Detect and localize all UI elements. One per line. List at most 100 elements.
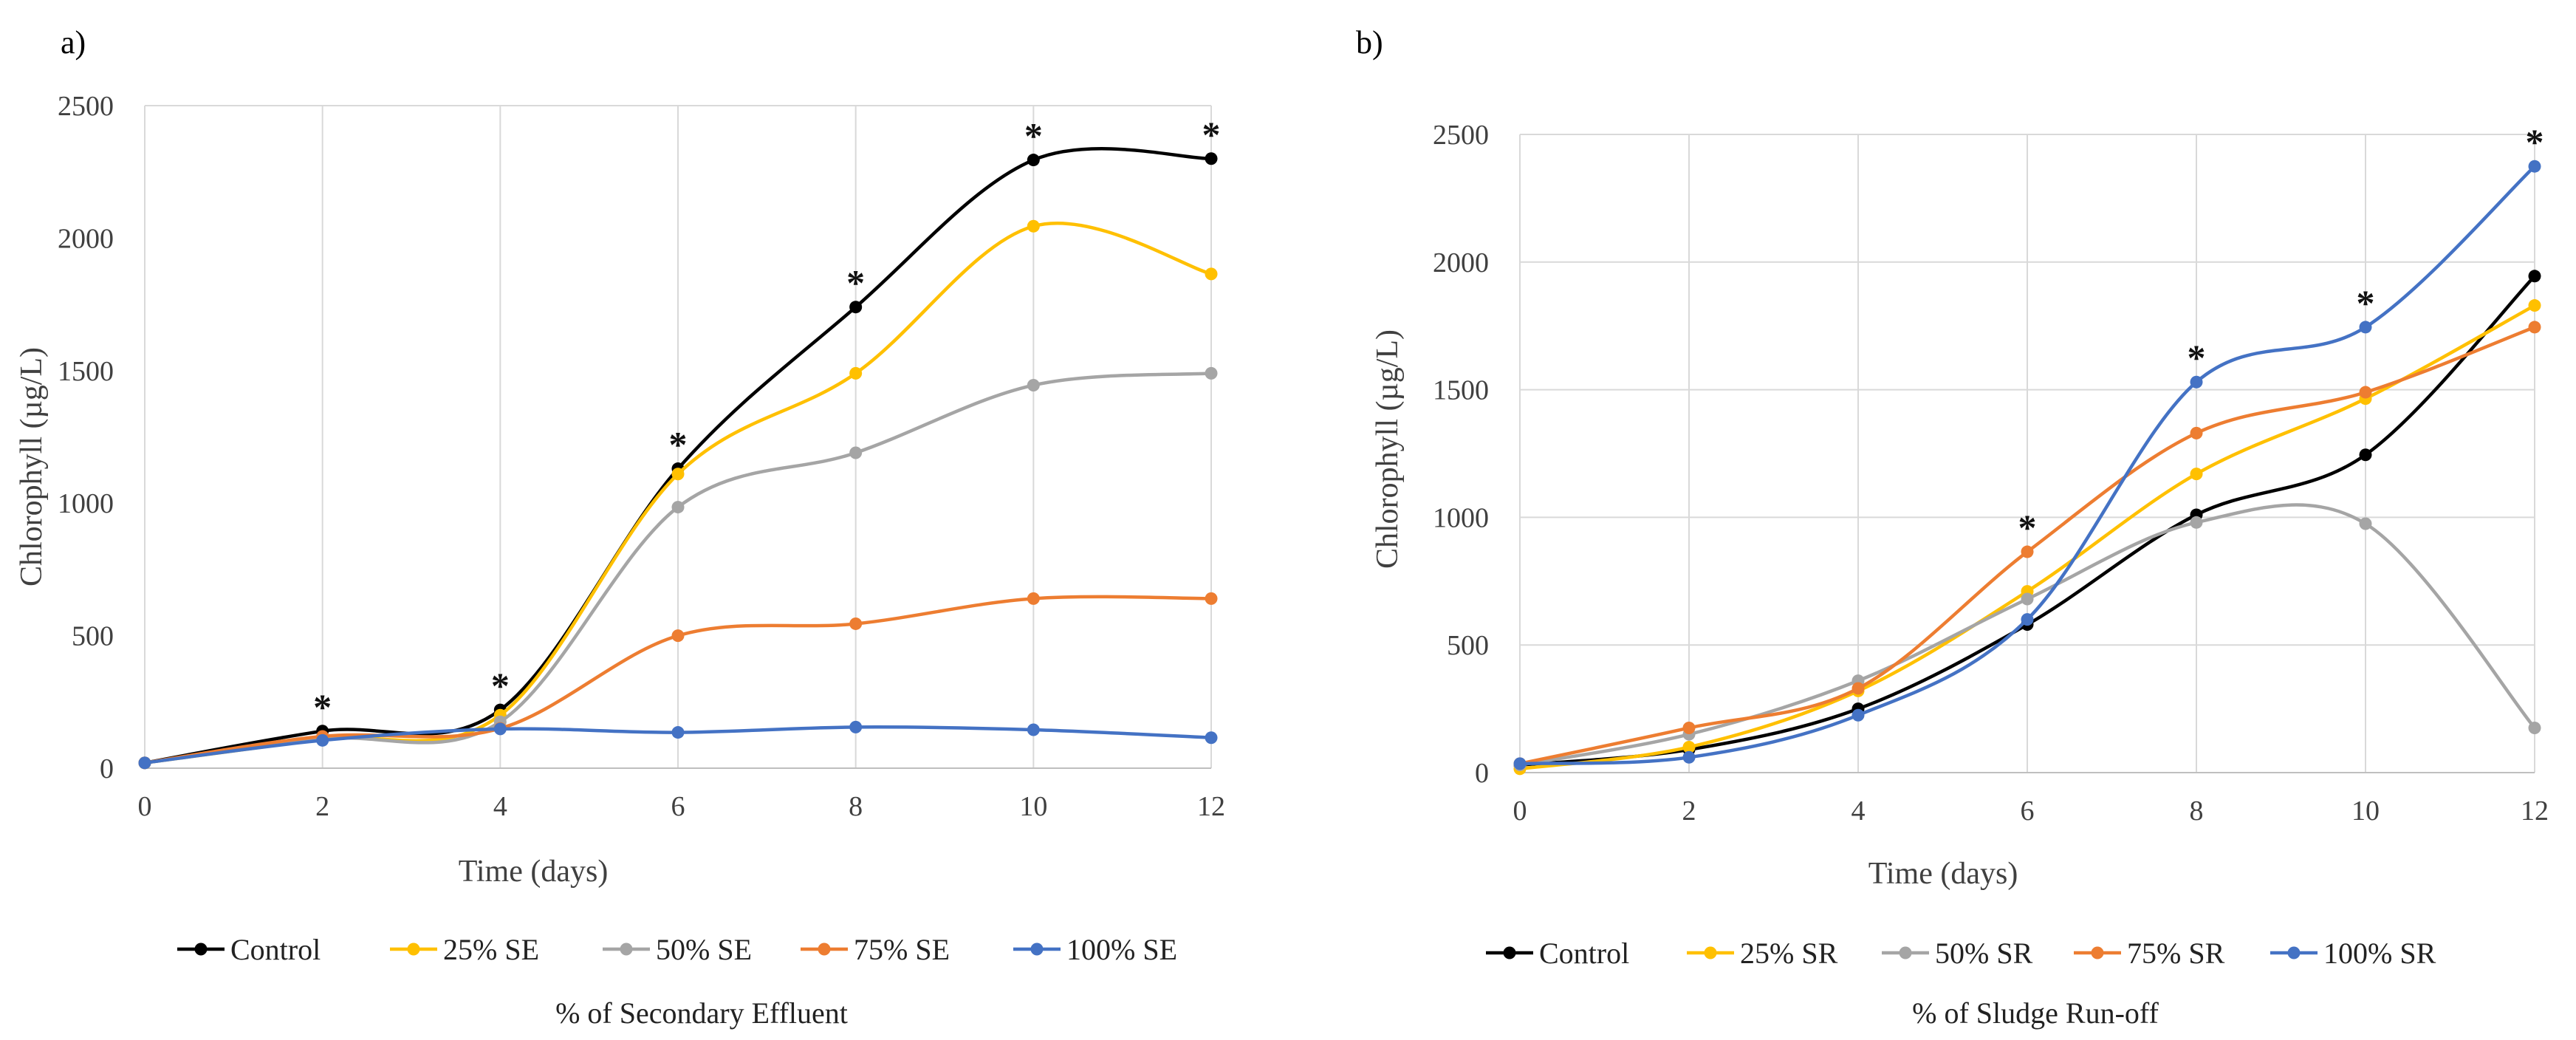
x-tick-label-b: 8 [2190, 796, 2204, 827]
legend-label-b-2: 50% SR [1935, 937, 2033, 970]
significance-star-a: * [1202, 114, 1221, 155]
y-ticks-b: 0 500 1000 1500 2000 2500 [1433, 120, 1489, 789]
series-a [138, 147, 1218, 770]
data-point-b-0 [2528, 270, 2541, 283]
data-point-a-4 [138, 756, 151, 770]
data-point-a-4 [316, 733, 329, 747]
caption-b: % of Sludge Run-off [1912, 996, 2159, 1030]
significance-star-a: * [669, 424, 688, 465]
data-point-b-4 [2190, 375, 2203, 389]
legend-b: Control 25% SR 50% SR 75% SR 100% SR [1486, 937, 2436, 970]
grid-a [144, 105, 1212, 769]
significance-star-a: * [313, 686, 332, 728]
y-tick-label-a: 2500 [58, 91, 114, 122]
data-point-b-4 [1513, 757, 1527, 770]
legend-label-a-3: 75% SE [854, 933, 950, 966]
data-point-b-3 [2528, 321, 2541, 334]
data-point-a-3 [1205, 592, 1218, 605]
legend-label-b-4: 100% SR [2323, 937, 2436, 970]
significance-star-a: * [1024, 115, 1043, 157]
legend-label-b-0: Control [1539, 937, 1629, 970]
y-tick-label-a: 0 [100, 753, 114, 784]
data-point-a-2 [1205, 366, 1218, 380]
x-tick-label-a: 8 [849, 791, 863, 822]
legend-item-b-1: 25% SR [1687, 937, 1838, 970]
legend-item-a-2: 50% SE [603, 933, 752, 966]
series-b [1513, 160, 2541, 776]
data-point-a-3 [671, 629, 685, 643]
significance-a: * * * * * * [313, 114, 1220, 728]
y-tick-label-b: 500 [1447, 630, 1489, 661]
legend-label-a-2: 50% SE [656, 933, 752, 966]
significance-star-a: * [846, 262, 865, 304]
legend-label-b-3: 75% SR [2127, 937, 2225, 970]
x-tick-label-b: 6 [2021, 796, 2035, 827]
legend-item-a-1: 25% SE [390, 933, 539, 966]
data-point-b-2 [2021, 592, 2034, 606]
data-point-b-4 [2359, 321, 2372, 334]
y-tick-label-b: 2000 [1433, 247, 1489, 278]
significance-star-b: * [2357, 282, 2375, 324]
x-tick-label-b: 12 [2521, 796, 2549, 827]
y-tick-label-b: 2500 [1433, 120, 1489, 151]
legend-item-b-4: 100% SR [2270, 937, 2436, 970]
x-ticks-b: 0 2 4 6 8 10 12 [1513, 796, 2549, 827]
data-point-b-3 [2190, 426, 2203, 439]
x-tick-label-a: 10 [1019, 791, 1047, 822]
y-tick-label-a: 2000 [58, 223, 114, 254]
data-point-a-0 [1205, 152, 1218, 165]
data-point-b-2 [2528, 722, 2541, 735]
data-point-b-1 [2528, 299, 2541, 312]
legend-marker-a-3 [818, 942, 831, 956]
data-point-b-3 [2021, 545, 2034, 558]
significance-star-a: * [491, 665, 510, 706]
y-axis-title-a: Chlorophyll (µg/L) [15, 347, 49, 586]
grid-b [1519, 134, 2535, 773]
data-point-a-1 [849, 366, 863, 380]
y-axis-title-b: Chlorophyll (µg/L) [1371, 329, 1405, 569]
caption-a: % of Secondary Effluent [555, 996, 848, 1030]
y-tick-label-b: 0 [1475, 758, 1489, 789]
data-point-a-3 [1027, 592, 1040, 605]
x-ticks-a: 0 2 4 6 8 10 12 [138, 791, 1226, 822]
legend-item-a-3: 75% SE [801, 933, 950, 966]
data-point-a-1 [1205, 267, 1218, 281]
data-point-b-4 [2021, 613, 2034, 626]
x-tick-label-b: 2 [1682, 796, 1696, 827]
legend-marker-b-1 [1704, 946, 1717, 959]
data-point-a-1 [1027, 219, 1040, 233]
y-ticks-a: 0 500 1000 1500 2000 2500 [58, 91, 114, 784]
x-tick-label-b: 0 [1513, 796, 1527, 827]
data-point-b-2 [2190, 516, 2203, 529]
data-point-a-4 [1205, 731, 1218, 745]
data-point-b-4 [2528, 160, 2541, 173]
data-point-a-2 [671, 501, 685, 514]
significance-star-b: * [2188, 337, 2206, 378]
legend-label-a-4: 100% SE [1066, 933, 1177, 966]
y-tick-label-a: 1000 [58, 488, 114, 519]
legend-marker-a-0 [194, 942, 208, 956]
panel-label-a: a) [61, 24, 86, 61]
data-point-a-1 [671, 468, 685, 481]
x-tick-label-a: 0 [138, 791, 152, 822]
legend-item-a-4: 100% SE [1013, 933, 1177, 966]
data-point-b-2 [2359, 517, 2372, 530]
legend-a: Control 25% SE 50% SE 75% SE 100% SE [177, 933, 1177, 966]
data-point-b-4 [1852, 708, 1865, 722]
data-point-a-0 [849, 301, 863, 314]
x-tick-label-a: 2 [315, 791, 329, 822]
legend-label-b-1: 25% SR [1740, 937, 1838, 970]
x-tick-label-b: 4 [1852, 796, 1866, 827]
y-tick-label-a: 1500 [58, 356, 114, 387]
data-point-b-0 [2359, 448, 2372, 462]
legend-label-a-0: Control [230, 933, 321, 966]
legend-item-b-0: Control [1486, 937, 1629, 970]
x-axis-title-b: Time (days) [1868, 857, 2018, 891]
data-point-b-3 [1852, 682, 1865, 695]
legend-item-b-3: 75% SR [2074, 937, 2225, 970]
data-point-a-4 [1027, 723, 1040, 736]
legend-item-a-0: Control [177, 933, 321, 966]
x-tick-label-a: 4 [493, 791, 507, 822]
data-point-a-4 [493, 722, 507, 736]
